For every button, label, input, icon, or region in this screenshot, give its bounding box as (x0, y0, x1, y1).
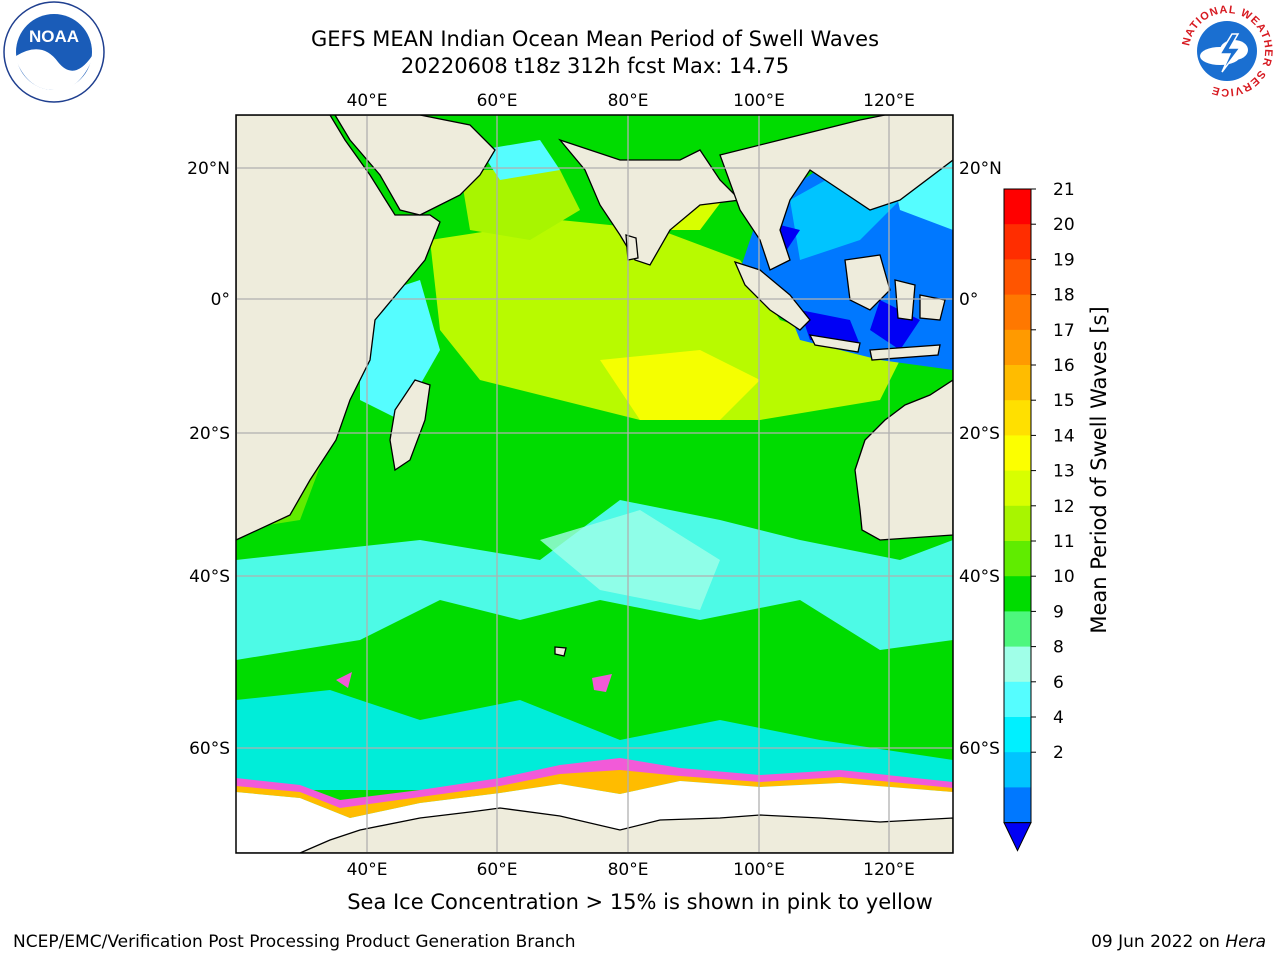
left-lat-label: 60°S (189, 739, 230, 759)
noaa-logo: NOAA (3, 1, 105, 103)
colorbar-segment (1004, 611, 1031, 648)
nws-logo: NATIONAL WEATHER SERVICE (1178, 2, 1276, 100)
colorbar-tick-label: 15 (1053, 391, 1075, 411)
bottom-lon-label: 80°E (608, 860, 649, 880)
colorbar-segment (1004, 470, 1031, 507)
colorbar-tick-label: 12 (1053, 497, 1075, 517)
top-lon-label: 80°E (608, 91, 649, 111)
colorbar-segment (1004, 189, 1031, 225)
bottom-lon-label: 120°E (863, 860, 915, 880)
colorbar-segment (1004, 365, 1031, 401)
top-lon-label: 120°E (863, 91, 915, 111)
footer-host: Hera (1225, 932, 1266, 952)
footer-credit: NCEP/EMC/Verification Post Processing Pr… (13, 932, 576, 952)
colorbar-tick-label: 9 (1053, 602, 1064, 622)
colorbar-segment (1004, 224, 1031, 260)
colorbar-segment (1004, 259, 1031, 296)
colorbar-label: Mean Period of Swell Waves [s] (1087, 306, 1111, 633)
footer-date-text: 09 Jun 2022 on (1091, 932, 1226, 952)
graticule (236, 115, 953, 853)
colorbar-tick-label: 20 (1053, 215, 1075, 235)
svg-text:NOAA: NOAA (29, 27, 79, 46)
right-lat-label: 40°S (959, 567, 1000, 587)
colorbar-tick-label: 8 (1053, 638, 1064, 658)
colorbar-tick-label: 18 (1053, 286, 1075, 306)
left-lat-label: 0° (211, 290, 230, 310)
sea-ice-caption: Sea Ice Concentration > 15% is shown in … (347, 890, 933, 914)
left-lat-label: 40°S (189, 567, 230, 587)
colorbar: 21 20 19 18 17 16 15 14 13 12 11 10 9 8 6 4 2 (1003, 180, 1075, 852)
sea-ice-inner (236, 770, 953, 818)
colorbar-tick-label: 2 (1053, 743, 1064, 763)
colorbar-segment (1004, 435, 1031, 472)
colorbar-segment (1004, 505, 1031, 542)
colorbar-segment (1004, 646, 1031, 683)
right-lat-label: 60°S (959, 739, 1000, 759)
colorbar-segment (1004, 576, 1031, 612)
colorbar-segment (1004, 294, 1031, 331)
chart-title: GEFS MEAN Indian Ocean Mean Period of Sw… (310, 27, 880, 51)
top-lon-label: 60°E (477, 91, 518, 111)
colorbar-tick-label: 10 (1053, 567, 1075, 587)
top-lon-label: 40°E (347, 91, 388, 111)
colorbar-extend-arrow (1003, 822, 1032, 852)
land (236, 115, 953, 853)
right-lat-label: 20°S (959, 424, 1000, 444)
bottom-lon-label: 40°E (347, 860, 388, 880)
bottom-lon-label: 100°E (733, 860, 785, 880)
chart-subtitle: 20220608 t18z 312h fcst Max: 14.75 (400, 54, 790, 78)
colorbar-segment (1004, 752, 1031, 788)
bottom-lon-label: 60°E (477, 860, 518, 880)
colorbar-tick-label: 14 (1053, 426, 1075, 446)
colorbar-tick-label: 6 (1053, 673, 1064, 693)
colorbar-segment (1004, 717, 1031, 753)
left-lat-label: 20°N (187, 159, 230, 179)
colorbar-tick-label: 17 (1053, 321, 1075, 341)
right-lat-label: 0° (959, 290, 978, 310)
footer-date: 09 Jun 2022 on Hera (1091, 932, 1266, 952)
colorbar-segment (1004, 400, 1031, 436)
colorbar-tick-label: 19 (1053, 250, 1075, 270)
colorbar-tick-label: 21 (1053, 180, 1075, 200)
colorbar-tick-label: 16 (1053, 356, 1075, 376)
map-area (236, 115, 953, 853)
colorbar-segment (1004, 329, 1031, 366)
top-lon-label: 100°E (733, 91, 785, 111)
colorbar-segment (1004, 541, 1031, 577)
colorbar-segment (1004, 787, 1031, 824)
right-lat-label: 20°N (959, 159, 1002, 179)
left-lat-label: 20°S (189, 424, 230, 444)
map-frame (235, 114, 954, 854)
colorbar-tick-label: 11 (1053, 532, 1075, 552)
colorbar-segment (1004, 681, 1031, 718)
colorbar-tick-label: 4 (1053, 708, 1064, 728)
colorbar-tick-label: 13 (1053, 462, 1075, 482)
